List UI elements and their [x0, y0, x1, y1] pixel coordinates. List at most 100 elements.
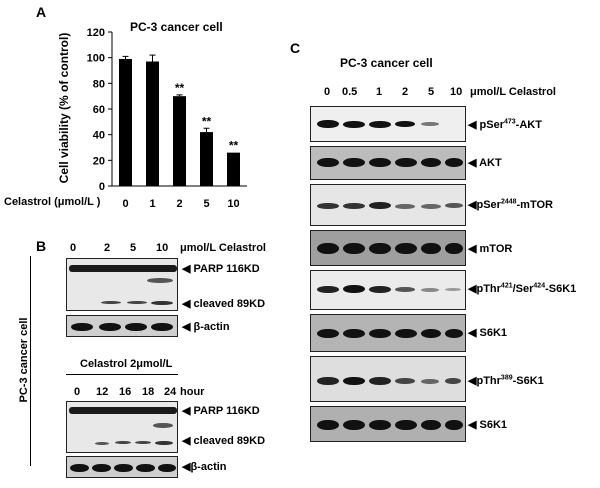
b-bottom-label-cleaved: ◀ cleaved 89KD: [182, 435, 266, 447]
lane-label: 12: [96, 386, 109, 398]
lane-label: 2: [402, 86, 409, 98]
b-top-label-actin: ◀ β-actin: [182, 321, 230, 333]
b-bottom-actin-text: β-actin: [190, 461, 227, 473]
lane-label: 18: [142, 386, 155, 398]
bar: [119, 58, 132, 187]
panel-a-xlabel: Celastrol (μmol/L ): [4, 196, 101, 208]
panel-c-title: PC-3 cancer cell: [340, 56, 433, 70]
blot-b-actin-bottom: [66, 456, 178, 478]
y-tick-label: 60: [93, 104, 105, 116]
x-tick-label: 0: [122, 198, 128, 210]
c-row-text: pSer: [479, 119, 504, 131]
lane-label: 0: [70, 242, 77, 254]
c-row-text: -mTOR: [516, 199, 553, 211]
b-bottom-cleaved-text: cleaved 89KD: [193, 435, 266, 447]
c-row-text: AKT: [479, 157, 502, 169]
panel-b-bottom-unit: hour: [180, 386, 205, 398]
panel-b-side-label: PC-3 cancer cell: [18, 317, 30, 403]
c-label-s6k1-b: ◀ S6K1: [468, 419, 508, 431]
y-tick-label: 0: [99, 181, 105, 193]
panel-a-ylabel-wrap: Cell viability (% of control): [54, 28, 74, 188]
panel-c-lanes: 0 0.5 1 2 5 10: [314, 86, 470, 100]
x-tick-label: 5: [203, 198, 209, 210]
bar: [173, 96, 186, 186]
c-row-text: -S6K1: [512, 375, 544, 387]
y-tick-label: 20: [93, 155, 105, 167]
c-row-text: pSer: [476, 199, 501, 211]
panel-c-letter: C: [290, 40, 301, 56]
blot-c-pser2448-mtor: [310, 184, 466, 226]
bar: [146, 61, 159, 187]
c-row-text: -AKT: [515, 119, 542, 131]
x-tick-label: 1: [149, 198, 155, 210]
c-label-pser473-akt: ◀ pSer473-AKT: [468, 118, 542, 131]
c-label-pthr389-s6k1: ◀pThr389-S6K1: [468, 374, 544, 387]
panel-a-ylabel: Cell viability (% of control): [57, 32, 71, 184]
c-label-pthr421-ser424-s6k1: ◀pThr421/Ser424-S6K1: [468, 282, 577, 295]
c-label-s6k1-a: ◀ S6K1: [468, 327, 508, 339]
c-row-sup: 421: [500, 282, 513, 290]
c-row-sup: 389: [500, 374, 513, 382]
panel-a-letter: A: [36, 4, 47, 20]
blot-c-akt: [310, 146, 466, 180]
lane-label: 0: [324, 86, 331, 98]
bar: [200, 132, 213, 186]
c-row-sup: 424: [533, 282, 546, 290]
panel-b-bottom-lanes: 0 12 16 18 24: [62, 386, 182, 400]
blot-b-actin-top: [66, 315, 178, 337]
b-bottom-label-actin: ◀β-actin: [182, 461, 227, 473]
c-label-pser2448-mtor: ◀pSer2448-mTOR: [468, 198, 553, 211]
panel-a-title: PC-3 cancer cell: [130, 20, 223, 34]
panel-b-top-unit: μmol/L Celastrol: [180, 242, 266, 254]
blot-c-pthr389-s6k1: [310, 356, 466, 402]
x-tick-label: 2: [176, 198, 182, 210]
panel-b-side-label-wrap: PC-3 cancer cell: [14, 260, 34, 460]
significance-label: **: [202, 114, 212, 128]
panel-b-top-lanes: 0 2 5 10: [62, 242, 178, 256]
panel-b-side-line: [30, 256, 31, 466]
panel-b-letter: B: [36, 238, 47, 254]
y-tick-label: 80: [93, 78, 105, 90]
b-top-parp-text: PARP 116KD: [193, 263, 260, 275]
c-row-sup: 2448: [500, 198, 517, 206]
lane-label: 10: [156, 242, 169, 254]
lane-label: 10: [450, 86, 463, 98]
c-row-text: S6K1: [479, 419, 508, 431]
b-bottom-label-parp: ◀ PARP 116KD: [182, 405, 260, 417]
y-tick-label: 120: [87, 27, 105, 39]
significance-label: **: [175, 81, 185, 95]
lane-label: 5: [428, 86, 435, 98]
b-top-label-parp: ◀ PARP 116KD: [182, 263, 260, 275]
blot-c-pser473-akt: [310, 106, 466, 142]
b-top-cleaved-text: cleaved 89KD: [193, 298, 266, 310]
x-tick-label: 10: [227, 198, 239, 210]
panel-a-chart: 0 20 40 60 80 100 120 0 1 ** 2 ** 5 ** 10: [87, 27, 247, 210]
bar: [227, 152, 240, 186]
blot-b-parp-bottom: [66, 401, 178, 453]
lane-label: 1: [376, 86, 383, 98]
c-row-text: pThr: [476, 283, 501, 295]
lane-label: 24: [164, 386, 177, 398]
blot-c-s6k1-a: [310, 314, 466, 352]
y-tick-label: 40: [93, 130, 105, 142]
y-tick-label: 100: [87, 53, 105, 65]
b-bottom-parp-text: PARP 116KD: [193, 405, 260, 417]
blot-b-parp-top: [66, 258, 178, 311]
c-row-text: pThr: [476, 375, 501, 387]
c-label-akt: ◀ AKT: [468, 157, 502, 169]
lane-label: 0: [74, 386, 81, 398]
c-label-mtor: ◀ mTOR: [468, 243, 513, 255]
panel-b-bottom-header: Celastrol 2μmol/L: [80, 358, 173, 370]
c-row-sup: 473: [503, 118, 516, 126]
b-top-label-cleaved: ◀ cleaved 89KD: [182, 298, 266, 310]
panel-c-unit: μmol/L Celastrol: [470, 86, 556, 98]
blot-c-s6k1-b: [310, 406, 466, 442]
b-top-actin-text: β-actin: [193, 321, 230, 333]
c-row-text: -S6K1: [545, 283, 577, 295]
significance-label: **: [229, 139, 239, 153]
c-row-text: mTOR: [479, 243, 513, 255]
lane-label: 16: [119, 386, 132, 398]
lane-label: 5: [130, 242, 137, 254]
lane-label: 0.5: [342, 86, 358, 98]
blot-c-mtor: [310, 230, 466, 266]
